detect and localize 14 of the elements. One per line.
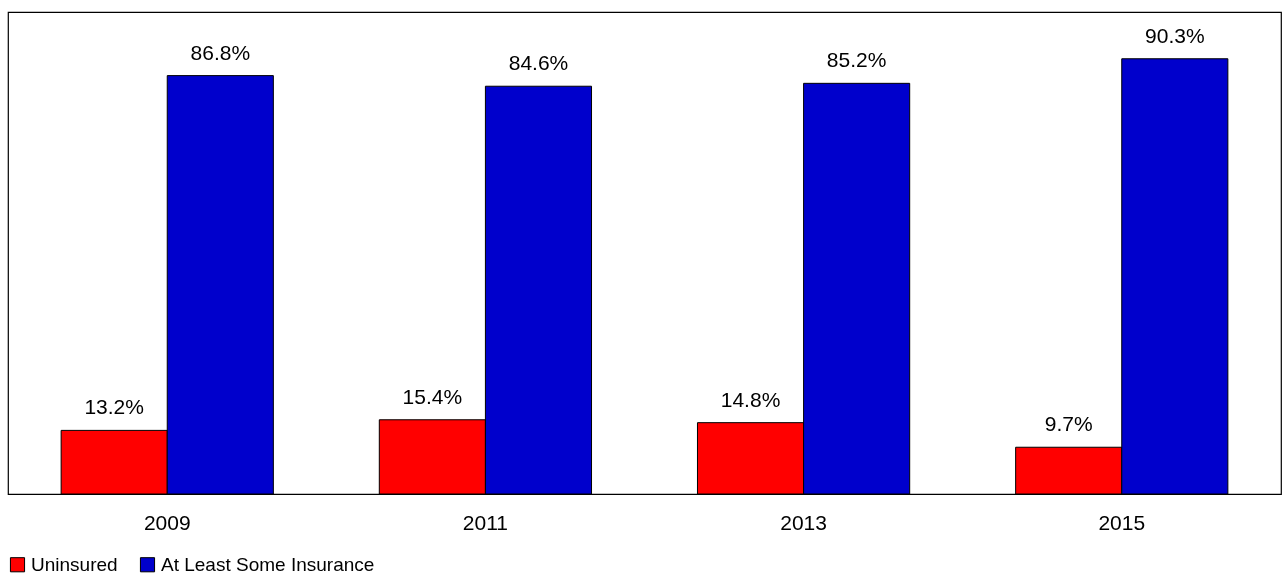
data-label: 13.2% [84, 395, 144, 419]
data-label: 15.4% [402, 384, 463, 408]
data-label: 9.7% [1044, 412, 1093, 436]
data-label: 86.8% [190, 40, 251, 64]
legend-label: Uninsured [31, 553, 118, 575]
x-tick-label: 2015 [1098, 510, 1146, 534]
x-tick-label: 2009 [143, 510, 191, 534]
data-label: 90.3% [1145, 23, 1205, 47]
x-tick-label: 2013 [780, 510, 827, 534]
legend-label: At Least Some Insurance [161, 553, 375, 575]
data-label: 84.6% [508, 51, 569, 75]
data-label: 14.8% [720, 387, 781, 411]
data-label: 85.2% [826, 48, 887, 72]
x-tick-label: 2011 [462, 510, 508, 534]
